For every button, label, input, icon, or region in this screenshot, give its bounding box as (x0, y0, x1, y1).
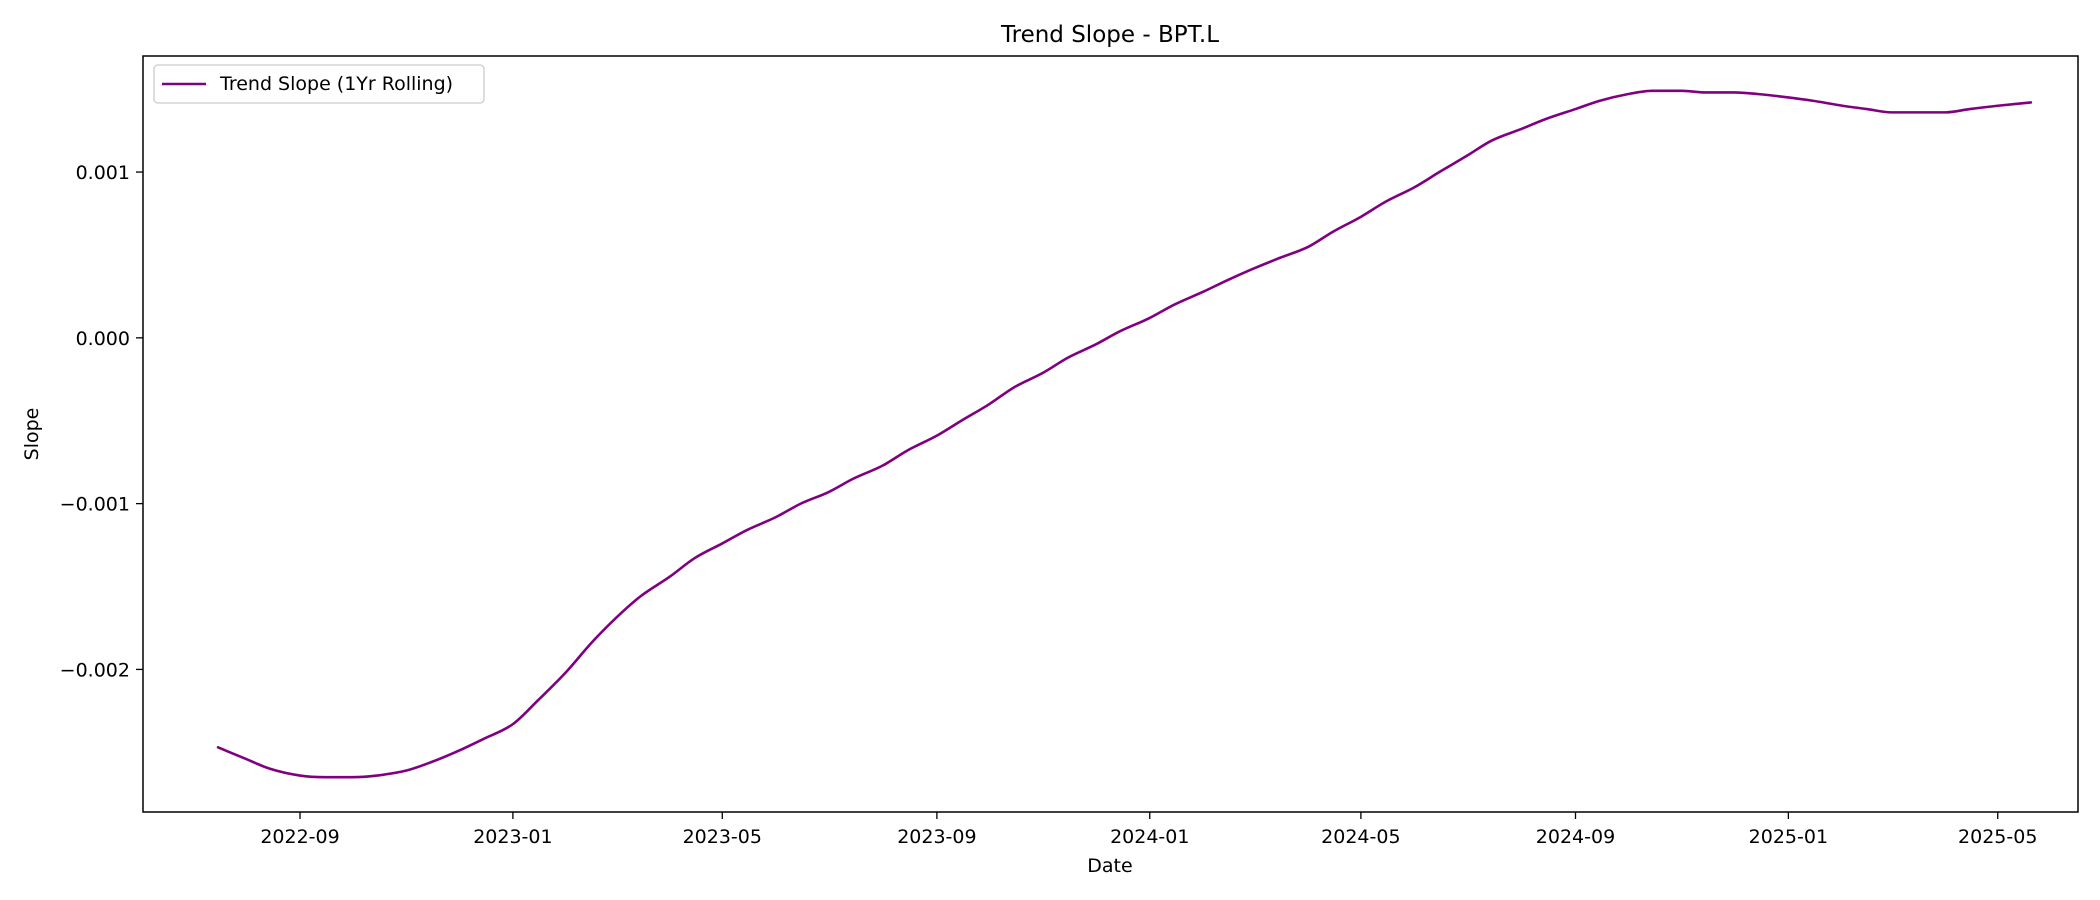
x-tick-label: 2025-01 (1749, 826, 1828, 848)
y-axis-label: Slope (21, 408, 43, 461)
x-axis-label: Date (1087, 855, 1132, 877)
x-tick-label: 2025-05 (1958, 826, 2037, 848)
legend-box (153, 64, 485, 104)
series-line-trend-slope (216, 89, 2033, 779)
x-tick-label: 2023-01 (473, 826, 552, 848)
x-tick-label: 2023-05 (683, 826, 762, 848)
x-tick-label: 2022-09 (260, 826, 339, 848)
y-tick-label: −0.002 (60, 659, 130, 681)
y-tick-label: 0.000 (76, 328, 130, 350)
y-tick-label: 0.001 (76, 162, 130, 184)
chart-title: Trend Slope - BPT.L (1000, 22, 1219, 48)
x-axis: 2022-09 2023-01 2023-05 2023-09 2024-01 2024-… (260, 812, 2037, 848)
x-tick-label: 2023-09 (897, 826, 976, 848)
legend-entry-label: Trend Slope (1Yr Rolling) (219, 73, 453, 95)
legend: Trend Slope (1Yr Rolling) (153, 64, 485, 104)
y-axis: −0.002 −0.001 0.000 0.001 (60, 162, 143, 681)
plot-area-frame (142, 55, 2079, 813)
y-tick-label: −0.001 (60, 494, 130, 516)
x-tick-label: 2024-09 (1536, 826, 1615, 848)
x-tick-label: 2024-05 (1321, 826, 1400, 848)
x-tick-label: 2024-01 (1110, 826, 1189, 848)
